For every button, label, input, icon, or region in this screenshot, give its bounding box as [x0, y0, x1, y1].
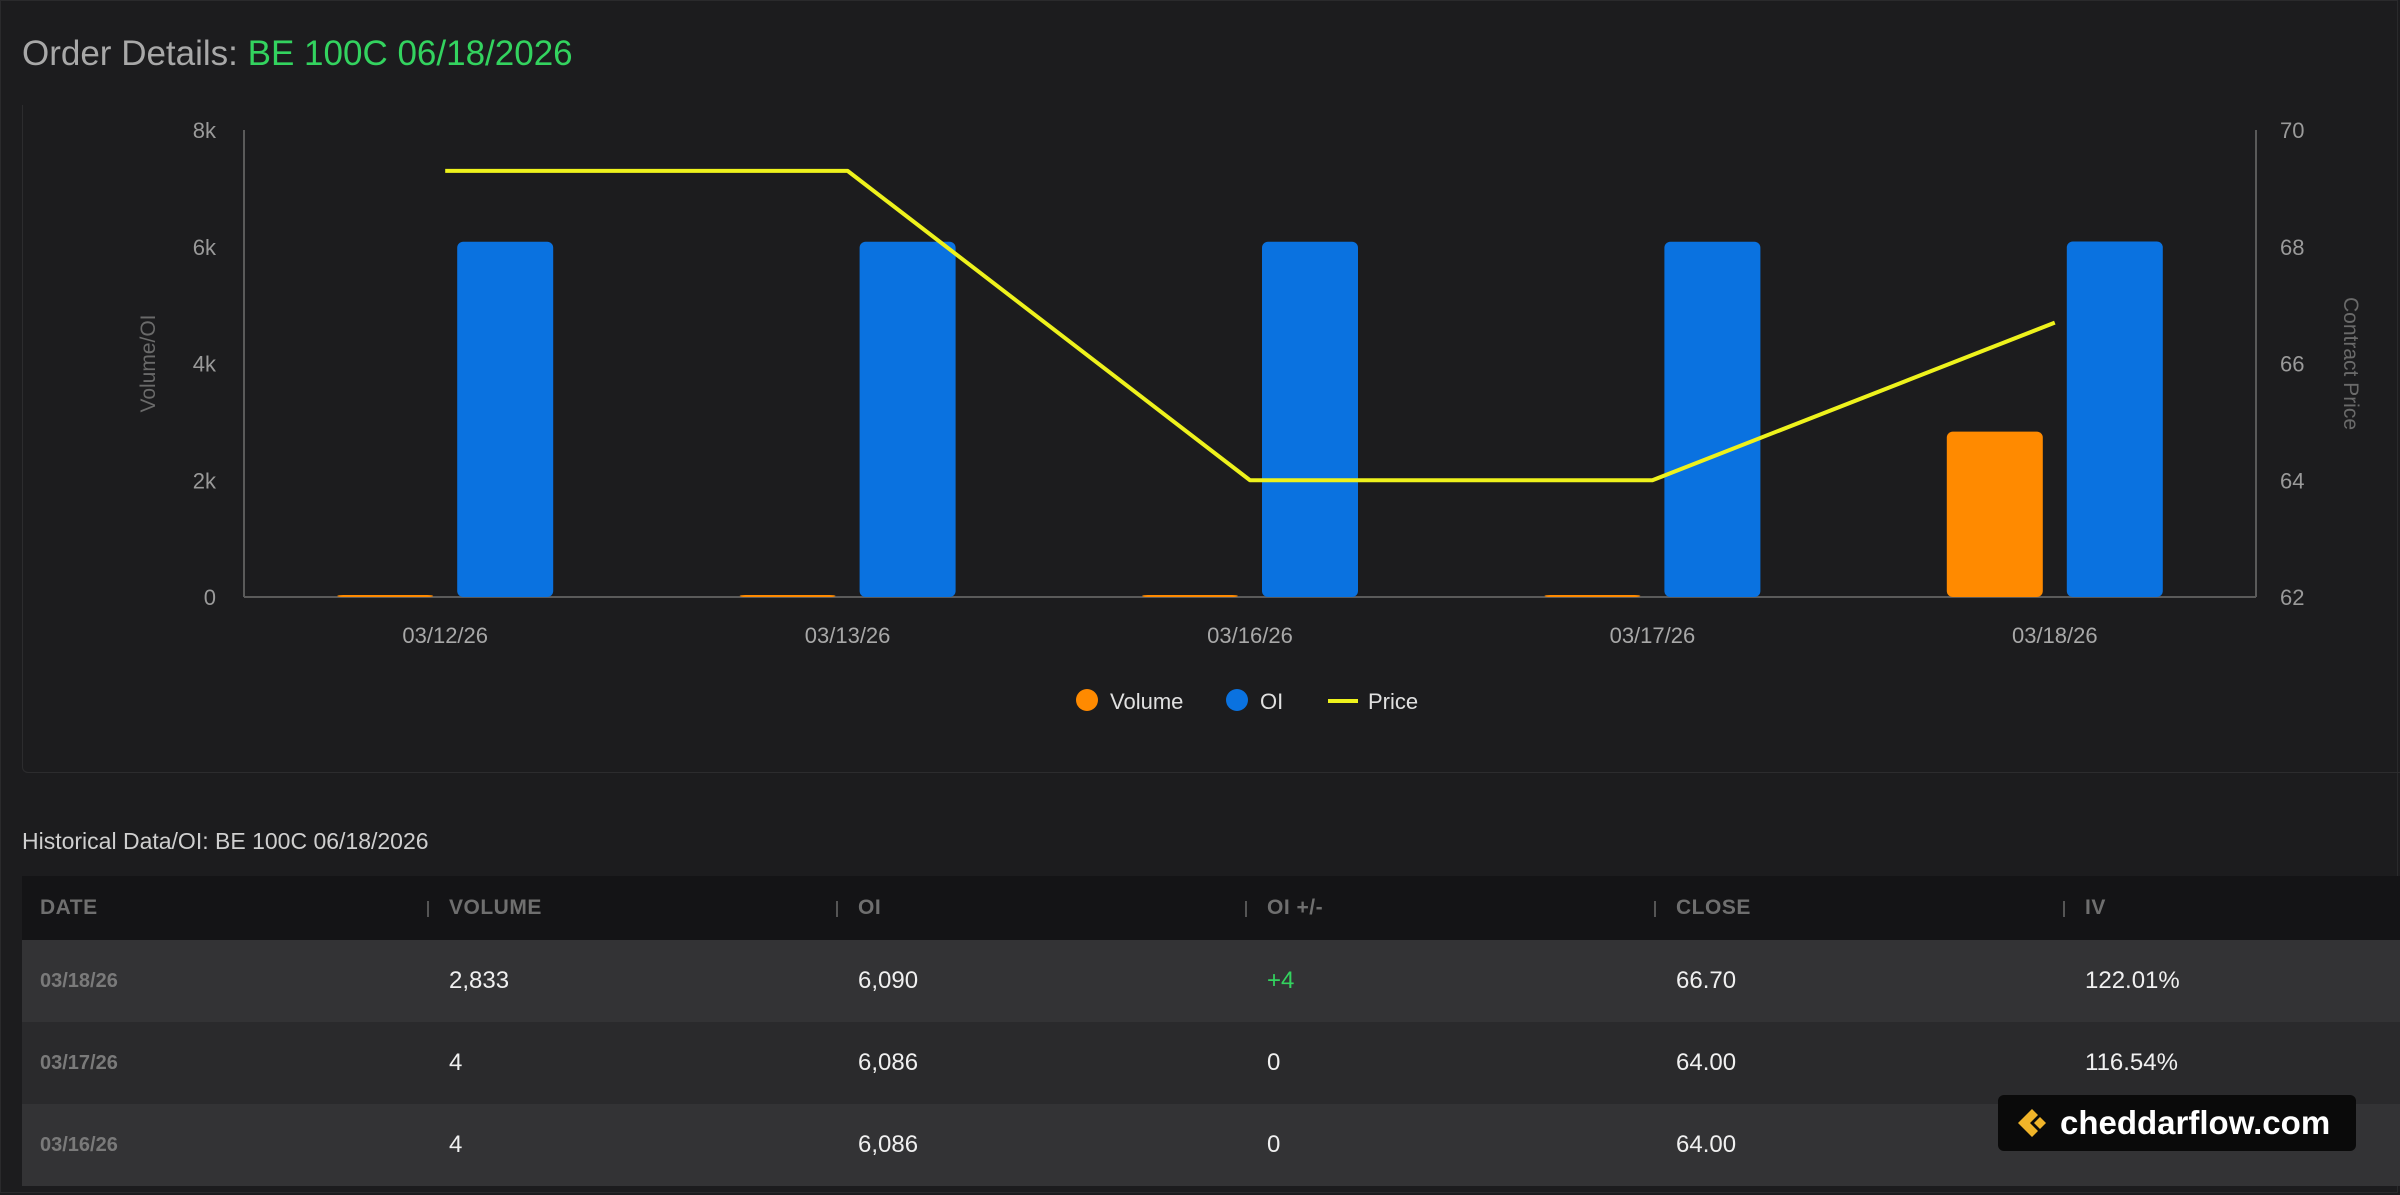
cheddarflow-badge[interactable]: cheddarflow.com: [1998, 1095, 2356, 1151]
volume-bar: [1946, 431, 2043, 597]
table-cell-date: 03/18/26: [40, 970, 118, 992]
y-tick-label-left: 8k: [193, 118, 217, 143]
table-cell-volume: 4: [449, 1131, 463, 1158]
table-cell-oi: 6,090: [858, 967, 919, 994]
y-tick-label-right: 70: [2280, 118, 2304, 143]
column-header[interactable]: OI +/-: [1267, 896, 1324, 919]
volume-bar: [1544, 595, 1641, 597]
legend-marker-oi: [1226, 689, 1248, 711]
y-tick-label-right: 64: [2280, 468, 2304, 493]
column-header[interactable]: VOLUME: [449, 896, 542, 919]
table-cell-date: 03/16/26: [40, 1134, 118, 1156]
y-tick-label-left: 4k: [193, 352, 217, 377]
x-tick-label: 03/16/26: [1207, 623, 1293, 648]
table-cell-close: 64.00: [1676, 1131, 1737, 1158]
volume-bar: [337, 595, 434, 597]
table-row[interactable]: 03/17/26 4 6,086 0 64.00 116.54%: [22, 1022, 2400, 1104]
oi-bar: [1664, 241, 1761, 598]
legend-label-volume: Volume: [1110, 689, 1183, 714]
legend-marker-volume: [1076, 689, 1098, 711]
title-prefix: Order Details:: [22, 34, 238, 73]
contract-name: BE 100C 06/18/2026: [247, 34, 573, 73]
y-tick-label-left: 2k: [193, 468, 217, 493]
y-tick-label-right: 66: [2280, 352, 2304, 377]
badge-text: cheddarflow.com: [2060, 1104, 2331, 1141]
table-cell-iv: 122.01%: [2085, 967, 2180, 994]
column-resize-handle[interactable]: [1654, 901, 1656, 917]
y-tick-label-left: 0: [204, 585, 216, 610]
x-tick-label: 03/12/26: [402, 623, 488, 648]
table-header: DATE VOLUME OI OI +/- CLOSE IV: [22, 876, 2400, 940]
page-title: Order Details: BE 100C 06/18/2026: [22, 34, 573, 74]
oi-bar: [1262, 241, 1358, 598]
table-cell-oi: 6,086: [858, 1131, 919, 1158]
table-body: 03/18/26 2,833 6,090 +4 66.70 122.01% 03/17/26…: [22, 940, 2400, 1186]
volume-bar: [1142, 595, 1238, 597]
column-header[interactable]: IV: [2085, 896, 2106, 919]
table-row[interactable]: 03/18/26 2,833 6,090 +4 66.70 122.01%: [22, 940, 2400, 1022]
x-tick-label: 03/17/26: [1610, 623, 1696, 648]
y-tick-label-right: 68: [2280, 235, 2304, 260]
table-cell-oi: +4: [1267, 967, 1295, 994]
table-cell-close: 66.70: [1676, 967, 1737, 994]
table-cell-oi: 0: [1267, 1131, 1281, 1158]
y-tick-label-left: 6k: [193, 235, 217, 260]
chart-panel: [22, 105, 2400, 773]
x-tick-label: 03/13/26: [805, 623, 891, 648]
y-tick-label-right: 62: [2280, 585, 2304, 610]
column-header[interactable]: DATE: [40, 896, 98, 919]
column-header[interactable]: OI: [858, 896, 882, 919]
historical-data-title: Historical Data/OI: BE 100C 06/18/2026: [22, 828, 429, 854]
historical-data-table: DATE VOLUME OI OI +/- CLOSE IV 03/18/26 2,833 6…: [22, 876, 2400, 1186]
table-cell-close: 64.00: [1676, 1049, 1737, 1076]
oi-bar: [457, 241, 554, 598]
column-resize-handle[interactable]: [1245, 901, 1247, 917]
price-line: [445, 168, 2056, 483]
table-cell-volume: 4: [449, 1049, 463, 1076]
oi-bar: [859, 241, 956, 598]
column-resize-handle[interactable]: [427, 901, 429, 917]
table-cell-iv: 116.54%: [2085, 1049, 2178, 1076]
x-tick-label: 03/18/26: [2012, 623, 2098, 648]
y-axis-title-left: Volume/OI: [137, 314, 160, 412]
legend-label-oi: OI: [1260, 689, 1283, 714]
table-cell-volume: 2,833: [449, 967, 510, 994]
volume-bar: [739, 595, 836, 597]
column-resize-handle[interactable]: [2063, 901, 2065, 917]
oi-bar: [2066, 241, 2163, 597]
volume-oi-price-chart: 0 2k 4k 6k 8k 62 64 66 68 70 Volume/OI Contract Pri…: [137, 118, 2362, 714]
column-header[interactable]: CLOSE: [1676, 896, 1751, 919]
table-cell-date: 03/17/26: [40, 1052, 118, 1074]
y-axis-title-right: Contract Price: [2339, 297, 2362, 430]
column-resize-handle[interactable]: [836, 901, 838, 917]
table-cell-oi: 0: [1267, 1049, 1281, 1076]
legend-label-price: Price: [1368, 689, 1418, 714]
table-cell-oi: 6,086: [858, 1049, 919, 1076]
cheddarflow-logo-icon: [2018, 1109, 2046, 1137]
